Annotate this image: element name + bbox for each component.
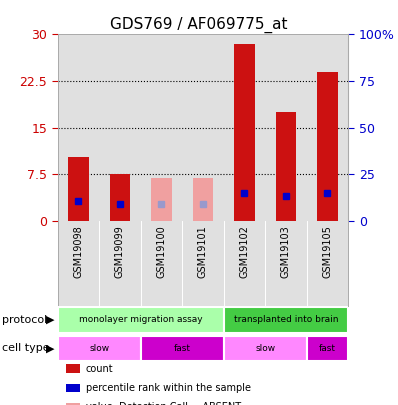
Text: GDS769 / AF069775_at: GDS769 / AF069775_at	[110, 17, 288, 33]
Text: cell type: cell type	[2, 343, 50, 353]
Text: GSM19098: GSM19098	[74, 225, 84, 278]
Bar	[58, 335, 141, 361]
Bar	[307, 335, 348, 361]
Text: GSM19099: GSM19099	[115, 225, 125, 278]
Bar	[151, 179, 172, 221]
Bar	[141, 335, 224, 361]
Bar	[234, 44, 255, 221]
Bar	[68, 158, 89, 221]
Text: percentile rank within the sample: percentile rank within the sample	[86, 383, 251, 393]
Text: GSM19100: GSM19100	[156, 225, 166, 278]
Text: fast: fast	[319, 344, 336, 353]
Text: slow: slow	[89, 344, 109, 353]
Text: GSM19103: GSM19103	[281, 225, 291, 278]
Bar	[224, 307, 348, 333]
Text: protocol: protocol	[2, 315, 47, 325]
Text: count: count	[86, 364, 113, 373]
Bar	[58, 307, 224, 333]
Text: ▶: ▶	[45, 343, 54, 353]
Text: value, Detection Call = ABSENT: value, Detection Call = ABSENT	[86, 403, 241, 405]
Text: GSM19102: GSM19102	[240, 225, 250, 278]
Text: fast: fast	[174, 344, 191, 353]
Bar	[317, 72, 338, 221]
Text: GSM19105: GSM19105	[322, 225, 332, 278]
Bar	[193, 179, 213, 221]
Bar	[109, 174, 131, 221]
Text: ▶: ▶	[45, 315, 54, 325]
Text: GSM19101: GSM19101	[198, 225, 208, 278]
Text: slow: slow	[255, 344, 275, 353]
Text: monolayer migration assay: monolayer migration assay	[79, 315, 203, 324]
Bar	[224, 335, 307, 361]
Text: transplanted into brain: transplanted into brain	[234, 315, 338, 324]
Bar	[276, 112, 297, 221]
